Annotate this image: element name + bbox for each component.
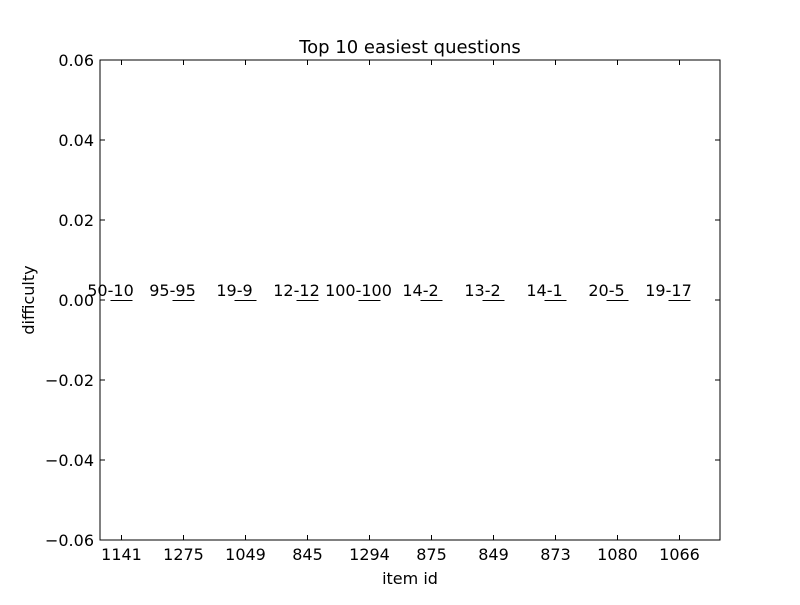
plot-frame	[99, 59, 721, 541]
x-tick-label: 873	[540, 545, 571, 564]
x-tick-label: 1275	[163, 545, 204, 564]
bar	[172, 300, 195, 301]
bar	[420, 300, 443, 301]
x-tick-label: 1141	[101, 545, 142, 564]
bar	[234, 300, 257, 301]
bar-label: 12-12	[273, 281, 320, 300]
y-axis-label: difficulty	[19, 265, 38, 334]
y-tick-label: −0.04	[45, 451, 94, 470]
x-tick-label: 1066	[659, 545, 700, 564]
y-tick-label: −0.02	[45, 371, 94, 390]
bar	[110, 300, 133, 301]
y-tick-label: 0.04	[58, 131, 94, 150]
x-tick-label: 1080	[597, 545, 638, 564]
x-tick-label: 1294	[349, 545, 390, 564]
x-tick-label: 875	[416, 545, 447, 564]
bar-label: 14-1	[526, 281, 562, 300]
bar-label: 100-100	[325, 281, 392, 300]
bar-label: 13-2	[464, 281, 500, 300]
bar	[296, 300, 319, 301]
y-tick-label: −0.06	[45, 531, 94, 550]
bar	[668, 300, 691, 301]
y-tick-label: 0.02	[58, 211, 94, 230]
bar-label: 19-9	[216, 281, 252, 300]
x-axis-label: item id	[382, 569, 438, 588]
bar-label: 50-10	[87, 281, 134, 300]
bar	[358, 300, 381, 301]
x-tick-label: 845	[292, 545, 323, 564]
y-tick-label: 0.00	[58, 291, 94, 310]
chart-title: Top 10 easiest questions	[298, 37, 521, 58]
bar	[606, 300, 629, 301]
bar	[482, 300, 505, 301]
bar	[544, 300, 567, 301]
bar-label: 20-5	[588, 281, 624, 300]
x-tick-label: 849	[478, 545, 509, 564]
bar-label: 95-95	[149, 281, 196, 300]
x-tick-label: 1049	[225, 545, 266, 564]
chart-marks: −0.06 −0.04 −0.02 0.00 0.02 0.04 0.06 1141 50-10…	[45, 51, 720, 564]
bar-label: 19-17	[645, 281, 692, 300]
bar-label: 14-2	[402, 281, 438, 300]
y-tick-label: 0.06	[58, 51, 94, 70]
